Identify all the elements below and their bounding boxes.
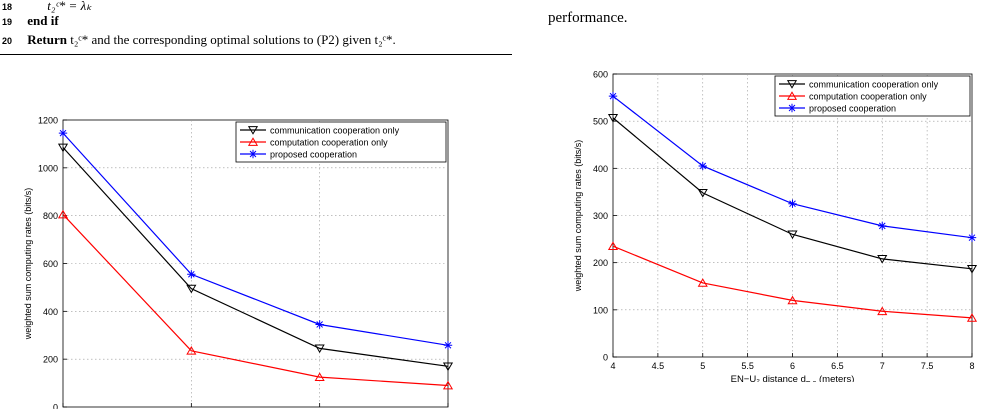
y-tick-label: 800 (43, 211, 58, 221)
series-line (62, 214, 449, 387)
y-tick-label: 1000 (38, 163, 58, 173)
data-point (186, 346, 197, 355)
y-axis-label: weighted sum computing rates (bits/s) (573, 140, 583, 293)
legend-marker (247, 126, 259, 135)
data-point (314, 344, 325, 354)
series-line (612, 117, 973, 270)
series-line (612, 245, 973, 319)
y-tick-label: 1200 (38, 116, 58, 126)
legend-marker (786, 80, 798, 89)
legend-label: communication cooperation only (809, 80, 939, 90)
y-tick-label: 600 (593, 70, 608, 80)
y-tick-label: 200 (593, 258, 608, 268)
y-tick-label: 500 (593, 117, 608, 127)
data-point (967, 233, 977, 242)
data-point (966, 264, 978, 274)
series-line (62, 132, 449, 346)
x-tick-label: 7 (880, 361, 885, 371)
legend-label: communication cooperation only (270, 126, 400, 136)
algorithm-text: t₂ᶜ* and the corresponding optimal solut… (70, 32, 396, 47)
y-tick-label: 0 (53, 403, 58, 409)
x-axis-label: EN−U₂ distance dE,2 (meters) (731, 374, 855, 382)
x-tick-label: 7.5 (921, 361, 934, 371)
legend-marker (786, 91, 798, 100)
x-tick-label: 4.5 (652, 361, 665, 371)
data-point (58, 128, 68, 138)
data-point (787, 230, 798, 240)
x-tick-label: 5.5 (741, 361, 754, 371)
legend-marker (247, 137, 259, 146)
x-tick-label: 8 (969, 361, 974, 371)
data-point (57, 143, 69, 153)
y-axis-label: weighted sum computing rates (bits/s) (23, 188, 33, 341)
y-tick-label: 400 (593, 164, 608, 174)
data-point (315, 320, 324, 329)
algorithm-line-19: 19 end if (0, 13, 59, 30)
legend-marker (248, 149, 258, 159)
data-point (877, 306, 888, 316)
legend-label: computation cooperation only (809, 92, 927, 102)
y-tick-label: 300 (593, 211, 608, 221)
data-point (443, 341, 453, 350)
data-point (186, 284, 197, 294)
data-point (607, 114, 619, 123)
x-tick-label: 6 (790, 361, 795, 371)
algorithm-bottom-rule (0, 54, 512, 55)
algorithm-line-18: 18 t₂ᶜ* = λₖ (0, 0, 92, 15)
algorithm-line-20: 20 Return t₂ᶜ* and the corresponding opt… (0, 32, 396, 49)
line-number: 18 (2, 2, 13, 12)
data-point (57, 209, 69, 219)
y-tick-label: 600 (43, 259, 58, 269)
line-number: 20 (2, 36, 13, 46)
x-tick-label: 4 (610, 361, 615, 371)
line-number: 19 (2, 17, 13, 27)
data-point (187, 270, 196, 279)
legend-marker (787, 103, 797, 113)
data-point (697, 189, 708, 198)
data-point (314, 372, 325, 381)
legend-box (774, 75, 971, 117)
algorithm-keyword: Return (27, 32, 67, 47)
chart-left: 0 200 400 600 800 1000 1200 weighted sum comput… (23, 116, 454, 409)
data-point (442, 380, 454, 390)
x-tick-label: 5 (700, 361, 705, 371)
data-point (788, 199, 797, 208)
y-tick-label: 200 (43, 355, 58, 365)
legend-label: proposed cooperation (809, 104, 896, 114)
data-point (966, 313, 978, 322)
data-point (607, 241, 619, 251)
y-tick-label: 0 (603, 353, 608, 363)
right-column-text: performance. (548, 10, 628, 26)
data-point (608, 91, 618, 101)
x-tick-label: 6.5 (831, 361, 844, 371)
algorithm-math: t₂ᶜ* = λₖ (47, 0, 92, 13)
legend-box (235, 121, 447, 163)
data-point (877, 255, 888, 264)
legend-label: proposed cooperation (270, 150, 357, 160)
data-point (878, 221, 887, 231)
y-tick-label: 400 (43, 307, 58, 317)
series-line (62, 147, 449, 367)
chart-right: 0 100 200 300 400 500 600 4 4.5 5 5.5 6 6.5 7 7.5 8 weig… (573, 70, 978, 382)
algorithm-keyword: end if (27, 13, 59, 28)
data-point (787, 295, 798, 305)
y-tick-label: 100 (593, 305, 608, 315)
data-point (698, 161, 707, 171)
data-point (697, 278, 708, 287)
data-point (442, 362, 454, 372)
legend-label: computation cooperation only (270, 138, 388, 148)
